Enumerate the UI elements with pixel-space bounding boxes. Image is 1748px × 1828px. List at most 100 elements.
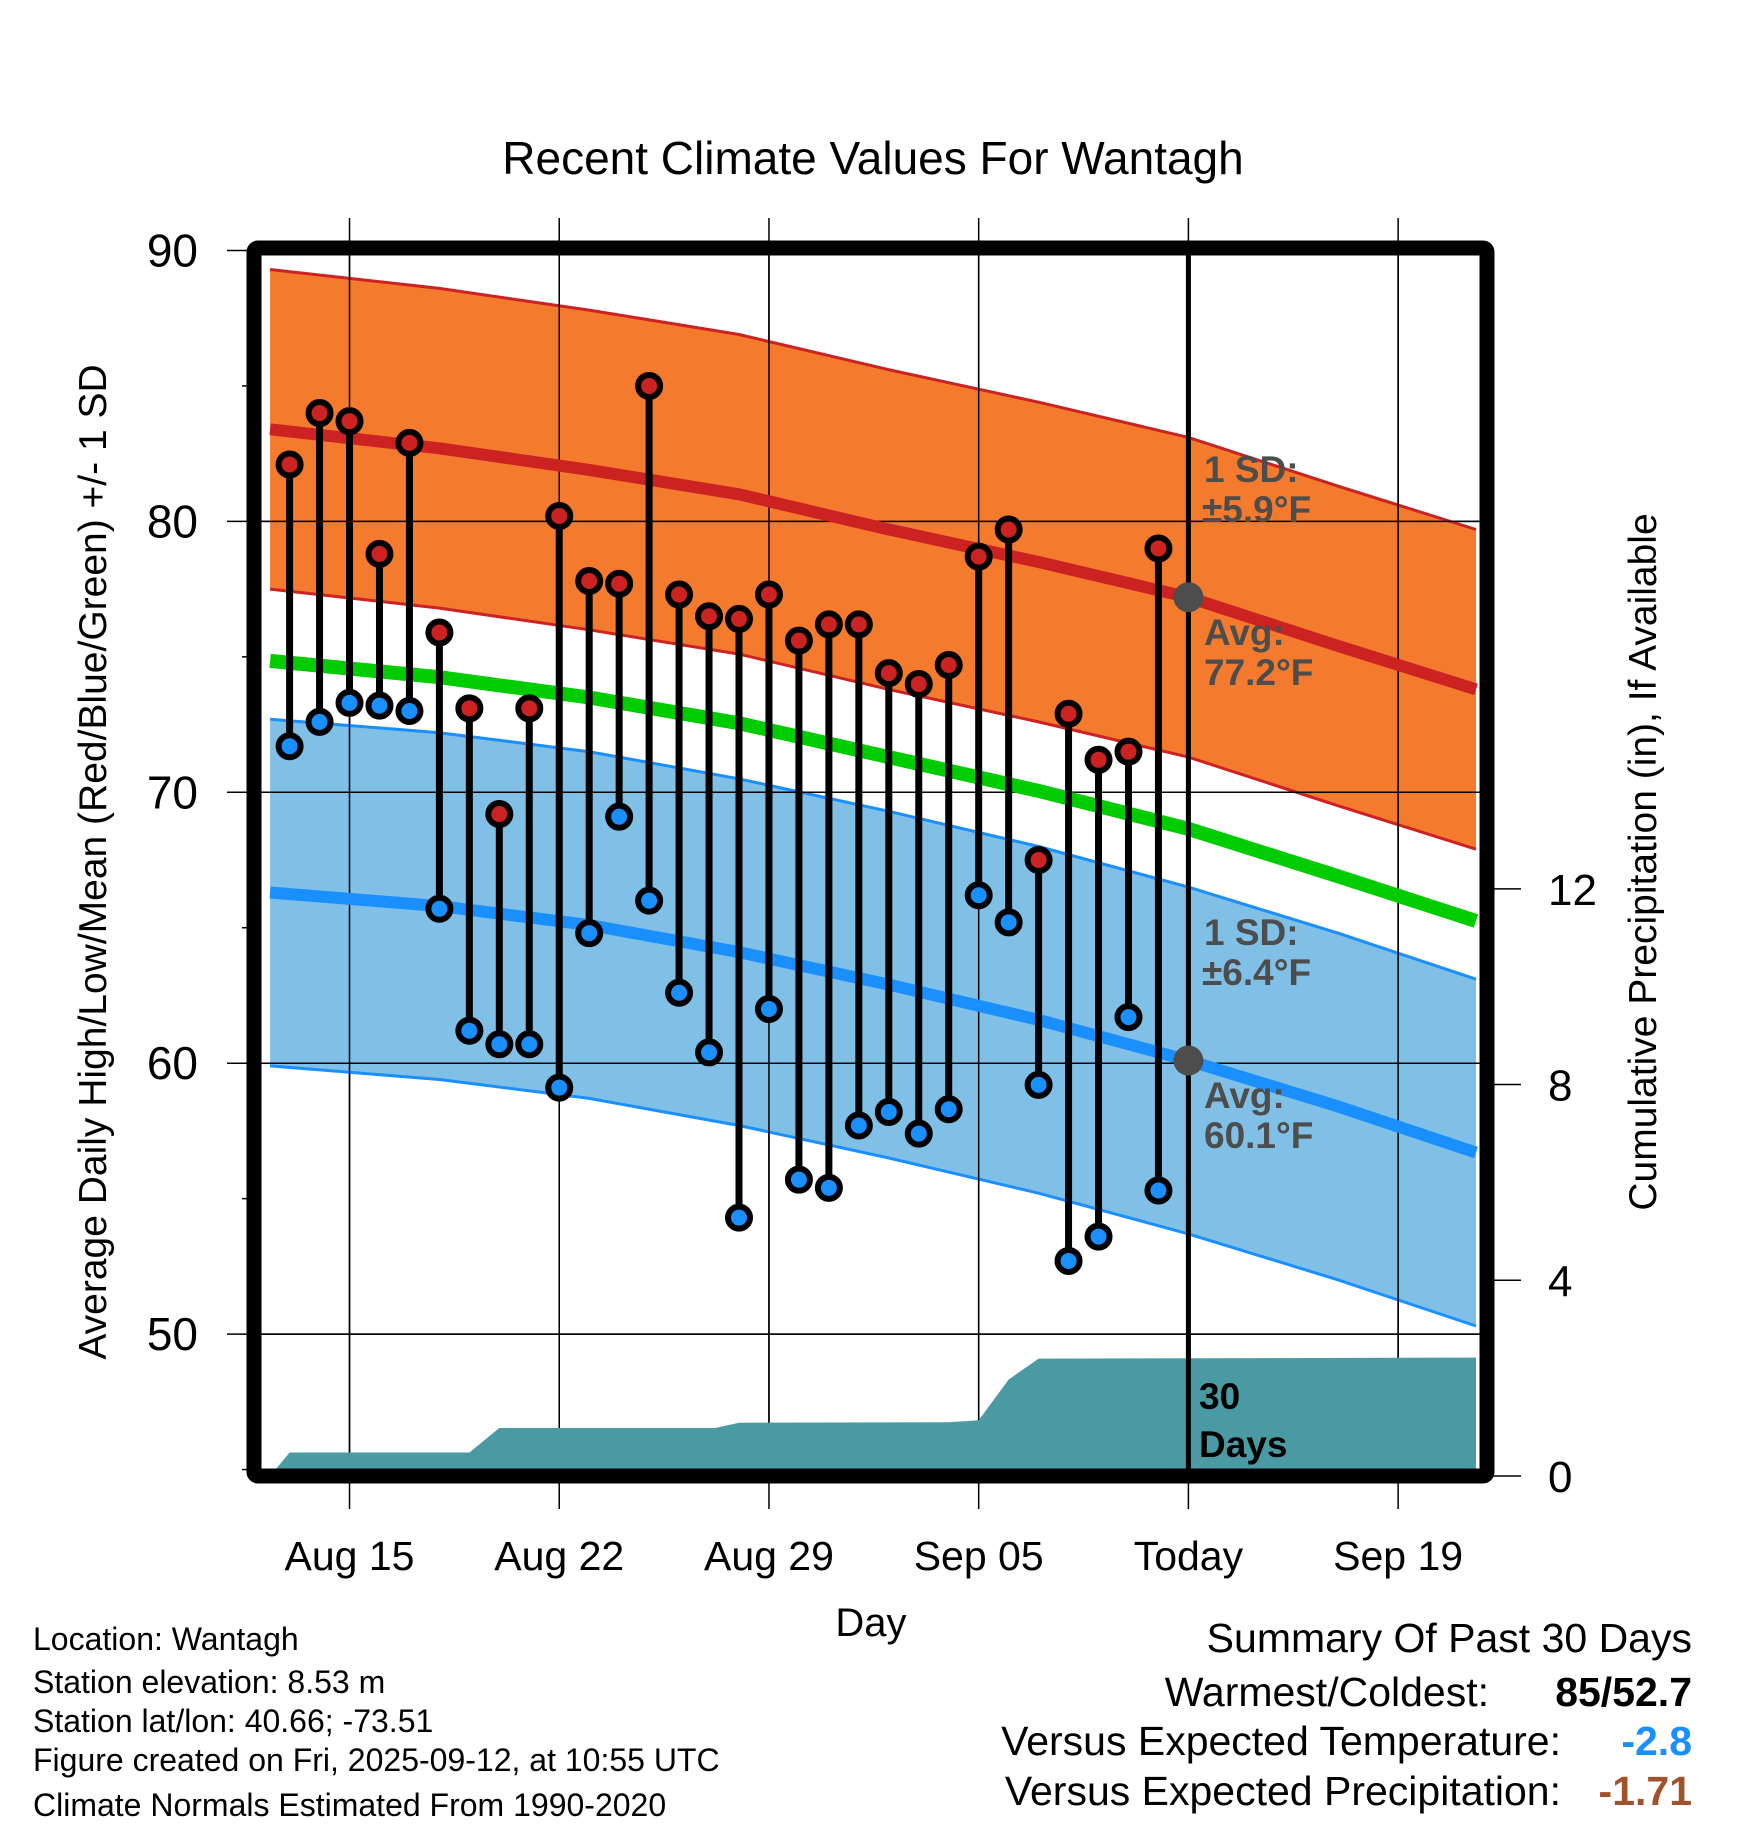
high-point (425, 618, 454, 647)
high-point (934, 650, 963, 679)
low-avg-value: 60.1°F (1204, 1115, 1313, 1156)
low-point (1054, 1246, 1083, 1275)
window-days-number: 30 (1199, 1376, 1240, 1417)
low-point (994, 908, 1023, 937)
summary-title: Summary Of Past 30 Days (1207, 1615, 1692, 1661)
x-tick-label: Sep 19 (1333, 1533, 1463, 1579)
y2-tick-label: 4 (1548, 1257, 1572, 1306)
today-high-avg-marker (1173, 582, 1204, 613)
high-point (784, 626, 813, 655)
warm-cold-label: Warmest/Coldest: (1165, 1669, 1489, 1715)
low-point (844, 1111, 873, 1140)
window-days-unit: Days (1199, 1424, 1287, 1465)
high-point (874, 659, 903, 688)
low-point (515, 1030, 544, 1059)
low-point (934, 1095, 963, 1124)
high-point (994, 515, 1023, 544)
high-avg-line (269, 423, 1478, 696)
low-point (575, 919, 604, 948)
x-tick-label: Aug 29 (704, 1533, 834, 1579)
high-sd-value: ±5.9°F (1202, 489, 1311, 530)
chart-title: Recent Climate Values For Wantagh (502, 132, 1243, 184)
low-point (485, 1030, 514, 1059)
low-point (1024, 1070, 1053, 1099)
low-point (425, 894, 454, 923)
low-point (1084, 1222, 1113, 1251)
low-point (365, 691, 394, 720)
low-sd-value: ±6.4°F (1202, 952, 1311, 993)
low-point (455, 1016, 484, 1045)
high-point (814, 610, 843, 639)
high-point (575, 566, 604, 595)
high-point (725, 604, 753, 633)
high-point (844, 610, 873, 639)
annotations: 1 SD: ±5.9°F Avg: 77.2°F 1 SD: ±6.4°F Av… (1199, 449, 1313, 1465)
low-point (964, 881, 993, 910)
low-point (395, 697, 424, 726)
y-tick-label: 80 (147, 495, 198, 547)
plot-frame (246, 240, 1495, 1484)
y-tick-label: 50 (147, 1308, 198, 1360)
high-point (455, 694, 484, 723)
y2-tick-label: 12 (1548, 866, 1597, 915)
info-location: Location: Wantagh (33, 1621, 299, 1657)
low-point (695, 1038, 724, 1067)
low-point (1144, 1176, 1173, 1205)
high-point (964, 542, 993, 571)
summary-panel: Summary Of Past 30 Days Warmest/Coldest:… (1001, 1615, 1692, 1814)
high-point (305, 399, 334, 428)
x-tick-label: Aug 22 (494, 1533, 624, 1579)
low-point (814, 1173, 843, 1202)
high-avg-label: Avg: (1204, 612, 1285, 653)
today-low-avg-marker (1173, 1045, 1204, 1076)
precip-anomaly-label: Versus Expected Precipitation: (1005, 1768, 1561, 1814)
plot-area (261, 255, 1480, 1469)
low-point (545, 1073, 574, 1102)
low-point (904, 1119, 933, 1148)
y2-axis-label: Cumulative Precipitation (in), If Availa… (1622, 513, 1665, 1210)
x-tick-label: Sep 05 (914, 1533, 1044, 1579)
high-point (1084, 745, 1113, 774)
high-point (275, 450, 304, 479)
info-created: Figure created on Fri, 2025-09-12, at 10… (33, 1742, 720, 1778)
info-latlon: Station lat/lon: 40.66; -73.51 (33, 1703, 433, 1739)
high-point (605, 569, 634, 598)
high-point (1114, 737, 1143, 766)
y-tick-label: 90 (147, 225, 198, 277)
high-point (635, 371, 664, 400)
high-point (1024, 846, 1053, 875)
y-tick-label: 60 (147, 1037, 198, 1089)
high-sd-label: 1 SD: (1204, 449, 1299, 490)
high-point (515, 694, 544, 723)
precip-anomaly-value: -1.71 (1599, 1768, 1692, 1814)
low-point (1114, 1003, 1143, 1032)
info-normals: Climate Normals Estimated From 1990-2020 (33, 1787, 666, 1823)
low-point (725, 1203, 753, 1232)
high-point (1054, 699, 1083, 728)
high-point (395, 428, 424, 457)
low-sd-label: 1 SD: (1204, 912, 1299, 953)
low-point (305, 707, 334, 736)
low-point (635, 886, 664, 915)
low-point (605, 802, 634, 831)
temp-anomaly-value: -2.8 (1621, 1718, 1692, 1764)
x-tick-label: Today (1134, 1533, 1244, 1579)
y2-tick-label: 0 (1548, 1453, 1572, 1502)
high-avg-value: 77.2°F (1204, 652, 1313, 693)
high-point (665, 580, 694, 609)
low-normal-band (270, 719, 1477, 1326)
low-point (335, 688, 364, 717)
warm-cold-value: 85/52.7 (1555, 1669, 1692, 1715)
high-point (335, 407, 364, 436)
y-tick-label: 70 (147, 766, 198, 818)
high-normal-upper-sd-line (269, 268, 1477, 531)
high-point (1144, 534, 1173, 563)
low-point (784, 1165, 813, 1194)
low-point (754, 995, 783, 1024)
low-point (275, 732, 304, 761)
high-point (545, 501, 574, 530)
high-point (904, 669, 933, 698)
low-point (874, 1097, 903, 1126)
high-point (695, 602, 724, 631)
